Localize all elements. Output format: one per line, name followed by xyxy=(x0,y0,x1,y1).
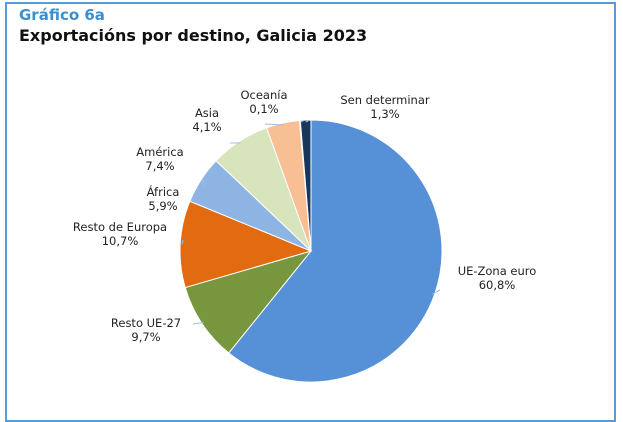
slice-value-america: 7,4% xyxy=(145,159,174,173)
slice-label-ue-zona-euro: UE-Zona euro xyxy=(458,264,537,278)
slice-value-oceania: 0,1% xyxy=(249,102,278,116)
slice-label-resto-de-europa: Resto de Europa xyxy=(73,220,167,234)
slice-value-sen-determinar: 1,3% xyxy=(370,107,399,121)
slice-value-africa: 5,9% xyxy=(148,199,177,213)
slice-label-africa: África xyxy=(147,184,180,199)
slice-value-resto-de-europa: 10,7% xyxy=(102,234,139,248)
slice-value-asia: 4,1% xyxy=(192,120,221,134)
slice-label-asia: Asia xyxy=(195,106,219,120)
slice-label-america: América xyxy=(136,145,183,159)
slice-label-resto-ue-27: Resto UE-27 xyxy=(111,316,181,330)
pie-slices xyxy=(180,120,442,382)
slice-label-oceania: Oceanía xyxy=(240,88,287,102)
slice-value-resto-ue-27: 9,7% xyxy=(131,330,160,344)
slice-label-sen-determinar: Sen determinar xyxy=(340,93,430,107)
slice-value-ue-zona-euro: 60,8% xyxy=(479,278,516,292)
